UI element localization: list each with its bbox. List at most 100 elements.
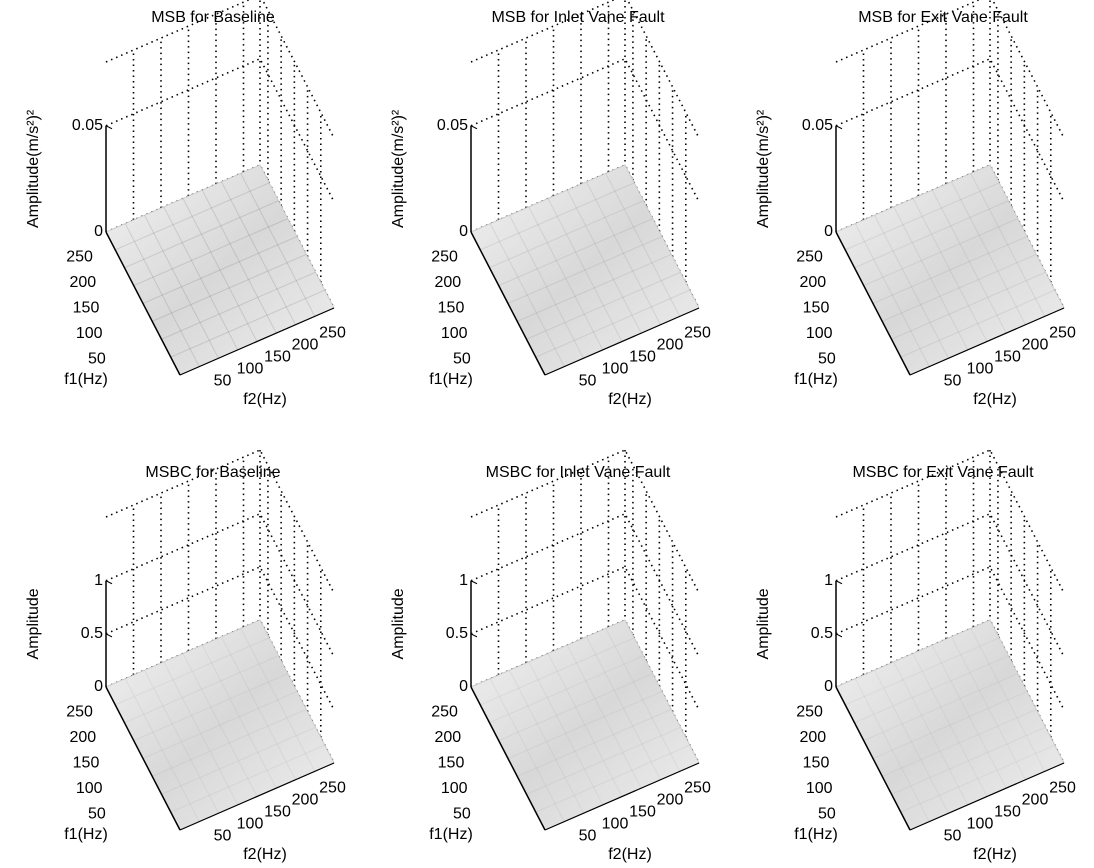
surface-ridge: [480, 182, 635, 251]
panel: MSB for Baseline00.055010015020025050100…: [25, 0, 346, 408]
f1-tick-label: 100: [806, 780, 833, 797]
f1-tick-label: 100: [441, 325, 468, 342]
f2-tick-label: 250: [684, 324, 711, 341]
surface-ridge: [201, 644, 277, 789]
surface-ridge: [201, 189, 277, 334]
surface-ridge: [124, 223, 200, 367]
f1-tick-label: 250: [796, 704, 823, 721]
surface-ridge: [547, 198, 623, 342]
z-tick-label: 1: [94, 572, 103, 589]
z-tick-label: 0.05: [437, 117, 468, 134]
grid-line: [470, 57, 700, 203]
f2-tick-label: 150: [994, 348, 1021, 365]
f1-axis: [105, 686, 181, 831]
grid-line: [835, 57, 1065, 203]
x-axis-label: f2(Hz): [608, 846, 652, 863]
f2-tick-label: 250: [1049, 779, 1076, 796]
z-tick-label: 0.05: [72, 117, 103, 134]
grid-line: [105, 565, 335, 711]
surface-ridge: [509, 215, 584, 359]
z-tick: [470, 580, 478, 585]
f1-tick-label: 150: [438, 755, 465, 772]
surface-ridge: [526, 726, 681, 795]
y-axis-label: f1(Hz): [64, 371, 108, 388]
f1-tick-label: 150: [803, 300, 830, 317]
surface-ridge: [480, 637, 635, 706]
z-tick-label: 1: [459, 572, 468, 589]
z-tick-label: 0: [459, 678, 468, 695]
z-axis-label: Amplitude(m/s²)²: [25, 109, 42, 228]
surface-ridge: [528, 206, 604, 351]
f1-tick-label: 100: [441, 780, 468, 797]
f2-tick-label: 50: [579, 372, 597, 389]
surface-ridge: [535, 744, 690, 813]
panel: MSBC for Inlet Vane Fault00.515010015020…: [390, 448, 711, 863]
f1-tick-label: 200: [799, 274, 826, 291]
y-axis-label: f1(Hz): [429, 826, 473, 843]
x-axis-label: f2(Hz): [973, 846, 1017, 863]
x-axis-label: f2(Hz): [608, 391, 652, 408]
f2-tick-label: 200: [292, 791, 319, 808]
surface-ridge: [863, 218, 1018, 287]
surface-ridge: [854, 678, 930, 822]
f1-axis: [835, 686, 911, 831]
panel: MSB for Exit Vane Fault00.05501001502002…: [755, 0, 1076, 408]
chart-title: MSB for Inlet Vane Fault: [491, 9, 665, 26]
f2-tick-label: 200: [657, 336, 684, 353]
surface-ridge: [489, 655, 644, 724]
f2-tick-label: 50: [944, 827, 962, 844]
surface-ridge: [507, 236, 663, 304]
surface-ridge: [854, 200, 1009, 269]
surface-ridge: [882, 708, 1037, 777]
f1-axis: [105, 231, 181, 376]
grid-line: [835, 512, 1065, 658]
f1-tick-label: 100: [76, 780, 103, 797]
surface-ridge: [872, 691, 1028, 759]
f2-tick-label: 150: [629, 803, 656, 820]
f2-tick-label: 150: [264, 803, 291, 820]
surface-ridge: [951, 636, 1026, 780]
box-edge: [835, 0, 1065, 139]
surface-ridge: [605, 628, 681, 772]
f2-axis: [179, 307, 335, 376]
z-tick: [470, 633, 478, 638]
z-tick-label: 0: [824, 223, 833, 240]
f2-axis: [544, 762, 700, 831]
box-edge: [105, 0, 335, 139]
box-edge: [105, 448, 335, 594]
chart-title: MSBC for Baseline: [145, 464, 280, 481]
surface-ridge: [489, 223, 565, 367]
z-tick: [105, 633, 113, 638]
f2-tick-label: 100: [967, 360, 994, 377]
surface-ridge: [498, 218, 653, 287]
surface-ridge: [535, 289, 690, 358]
surface-ridge: [605, 173, 681, 317]
f1-tick-label: 150: [73, 300, 100, 317]
surface-ridge: [893, 661, 969, 806]
surface-ridge: [893, 206, 969, 351]
f1-tick-label: 150: [73, 755, 100, 772]
surface-ridge: [509, 670, 584, 814]
surface-ridge: [182, 198, 258, 342]
surface-ridge: [144, 670, 219, 814]
f1-tick-label: 200: [799, 729, 826, 746]
surface-ridge: [900, 289, 1055, 358]
surface-ridge: [489, 678, 565, 822]
grid-line: [105, 57, 335, 203]
f2-axis: [544, 307, 700, 376]
surface-ridge: [891, 271, 1046, 340]
chart-title: MSB for Exit Vane Fault: [858, 9, 1028, 26]
f1-tick-label: 250: [66, 249, 93, 266]
surface-ridge: [161, 271, 316, 340]
y-axis-label: f1(Hz): [794, 826, 838, 843]
box-edge: [835, 448, 1065, 594]
surface-ridge: [526, 271, 681, 340]
z-tick: [835, 125, 843, 130]
surface-ridge: [498, 673, 653, 742]
f1-tick-label: 50: [453, 806, 471, 823]
surface-ridge: [845, 637, 1000, 706]
surface-ridge: [170, 289, 325, 358]
surface-ridge: [845, 182, 1000, 251]
grid-line: [105, 512, 335, 658]
surface-ridge: [854, 223, 930, 367]
